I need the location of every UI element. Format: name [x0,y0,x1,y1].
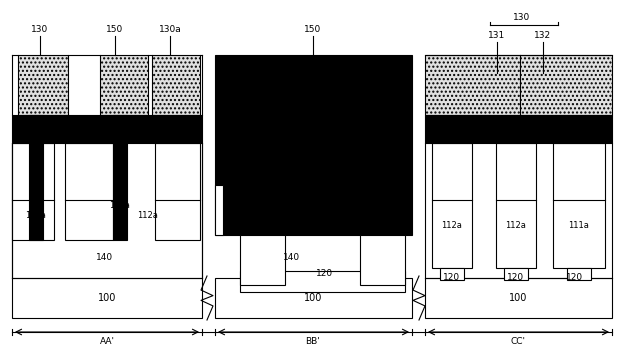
Text: 112a: 112a [505,220,526,229]
Text: 112a: 112a [25,210,46,219]
Text: 120: 120 [507,274,525,283]
Bar [215,55,412,235]
Text: 130a: 130a [159,25,182,34]
Bar [65,143,113,240]
Text: AA': AA' [99,337,115,346]
Text: 150: 150 [304,25,322,34]
Bar [12,278,202,318]
Bar [504,268,528,280]
Bar [12,143,54,240]
Text: 100: 100 [98,293,116,303]
Text: 100: 100 [304,293,322,303]
Bar [155,143,200,240]
Bar [360,235,405,285]
Bar [425,115,612,143]
Text: 130: 130 [513,14,531,23]
Bar [240,271,405,292]
Bar [100,55,148,115]
Bar [152,55,200,115]
Text: 100: 100 [509,293,527,303]
Bar [553,143,605,268]
Text: 130: 130 [32,25,48,34]
Text: 112a: 112a [138,210,159,219]
Bar [113,115,127,240]
Text: 140: 140 [283,253,301,262]
Text: 132: 132 [534,31,552,39]
Bar [425,55,612,115]
Text: BB': BB' [306,337,321,346]
Bar [29,115,43,240]
Text: 112a: 112a [441,220,463,229]
Text: 120: 120 [567,274,583,283]
Text: CC': CC' [510,337,526,346]
Bar [425,278,612,318]
Text: 111a: 111a [569,220,590,229]
Text: 131: 131 [489,31,506,39]
Bar [432,143,472,268]
Bar [215,185,223,235]
Text: 120: 120 [316,269,334,278]
Text: 120: 120 [443,274,461,283]
Text: 150: 150 [107,25,123,34]
Bar [12,115,202,143]
Bar [215,278,412,318]
Text: 140a: 140a [110,200,130,210]
Bar [440,268,464,280]
Bar [18,55,68,115]
Bar [567,268,591,280]
Bar [240,235,285,285]
Text: 140: 140 [97,253,113,262]
Bar [496,143,536,268]
